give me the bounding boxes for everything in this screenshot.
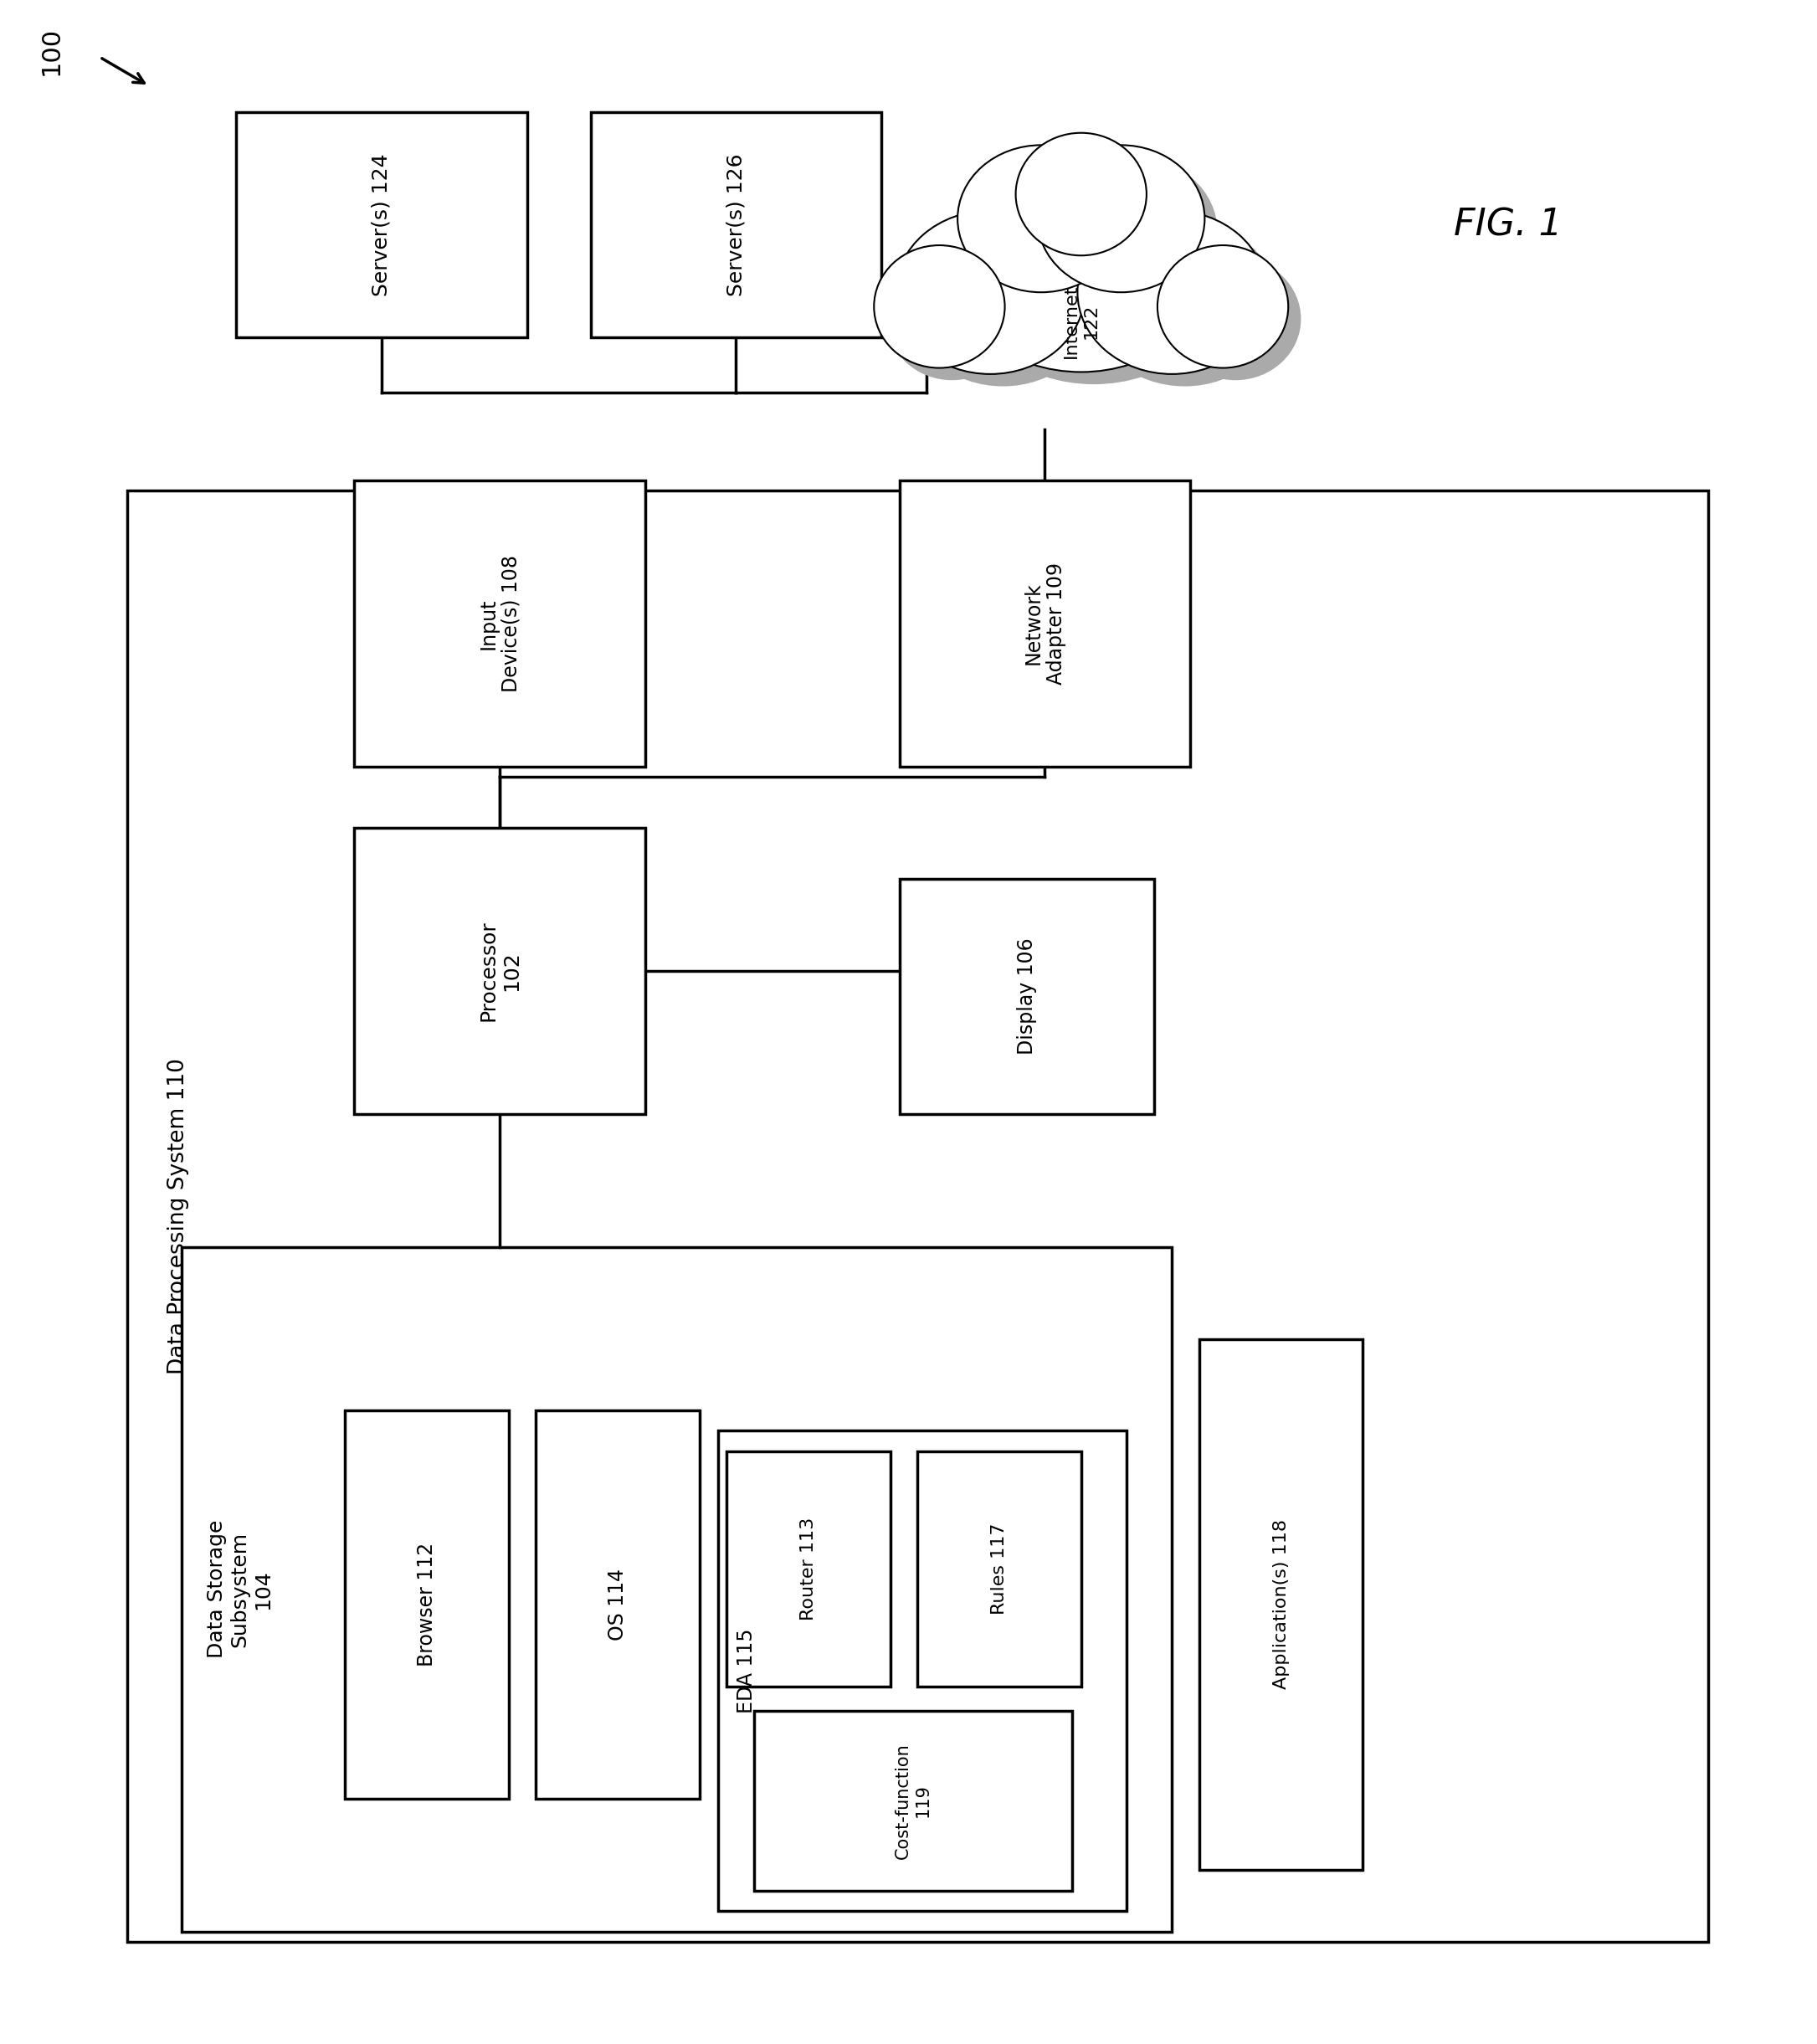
Text: Data Processing System 110: Data Processing System 110 (167, 1059, 189, 1374)
Bar (918, 1451, 1081, 1686)
Text: Server(s) 126: Server(s) 126 (725, 153, 747, 296)
Text: Application(s) 118: Application(s) 118 (1272, 1519, 1290, 1690)
Ellipse shape (1050, 157, 1217, 305)
Ellipse shape (908, 223, 1097, 386)
Bar (754, 1711, 1072, 1891)
Text: Display 106: Display 106 (1016, 938, 1038, 1055)
Bar (345, 1410, 509, 1799)
Text: Rules 117: Rules 117 (990, 1523, 1008, 1615)
Text: Router 113: Router 113 (799, 1517, 818, 1621)
Bar (127, 491, 1708, 1942)
Bar (899, 879, 1154, 1114)
Bar (354, 480, 645, 766)
Text: EDA 115: EDA 115 (736, 1629, 758, 1713)
Ellipse shape (887, 258, 1018, 380)
Text: Network
Adapter 109: Network Adapter 109 (1023, 562, 1067, 685)
Ellipse shape (1038, 145, 1205, 292)
Ellipse shape (970, 157, 1137, 305)
Text: Processor
102: Processor 102 (478, 920, 521, 1022)
Bar (182, 1247, 1172, 1932)
Bar (718, 1431, 1127, 1911)
Bar (1199, 1339, 1363, 1870)
Ellipse shape (874, 245, 1005, 368)
Text: Cost-function
119: Cost-function 119 (896, 1744, 930, 1858)
Text: Input
Device(s) 108: Input Device(s) 108 (478, 554, 521, 693)
Text: 100: 100 (38, 27, 64, 76)
Text: FIG. 1: FIG. 1 (1454, 206, 1563, 243)
Ellipse shape (896, 211, 1085, 374)
Bar (236, 112, 527, 337)
Ellipse shape (958, 145, 1125, 292)
Ellipse shape (1016, 133, 1147, 256)
Ellipse shape (963, 172, 1225, 384)
Bar (727, 1451, 890, 1686)
Ellipse shape (1077, 211, 1266, 374)
Ellipse shape (950, 159, 1212, 372)
Bar (899, 480, 1190, 766)
Text: OS 114: OS 114 (607, 1568, 629, 1641)
Ellipse shape (1028, 145, 1159, 268)
Ellipse shape (1157, 245, 1288, 368)
Ellipse shape (1090, 223, 1279, 386)
Text: Internet
122: Internet 122 (1063, 284, 1099, 358)
Text: Data Storage
Subsystem
104: Data Storage Subsystem 104 (207, 1521, 273, 1658)
Text: Browser 112: Browser 112 (416, 1543, 438, 1666)
Bar (536, 1410, 700, 1799)
Ellipse shape (1170, 258, 1301, 380)
Bar (591, 112, 881, 337)
Bar (354, 828, 645, 1114)
Text: Server(s) 124: Server(s) 124 (371, 153, 392, 296)
